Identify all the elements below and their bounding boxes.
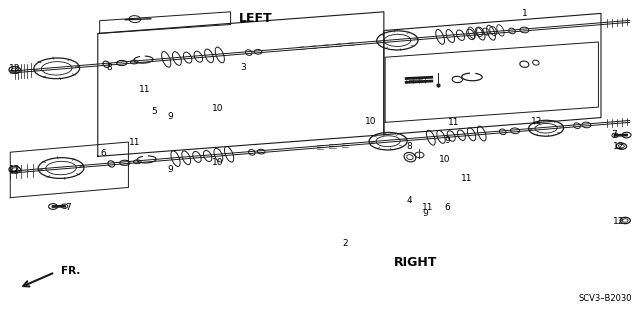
Text: 10: 10 (212, 104, 223, 113)
Text: 5: 5 (151, 108, 157, 116)
Text: RIGHT: RIGHT (394, 256, 438, 269)
Text: 10: 10 (439, 155, 451, 164)
Text: 11: 11 (449, 118, 460, 128)
Text: 1: 1 (522, 9, 527, 18)
Text: 12: 12 (9, 64, 20, 73)
Text: 9: 9 (167, 112, 173, 121)
Text: 11: 11 (422, 203, 433, 212)
Text: 12: 12 (531, 117, 543, 126)
Text: 9: 9 (422, 209, 428, 218)
Text: 3: 3 (241, 63, 246, 72)
Text: 8: 8 (406, 142, 412, 151)
Text: 11: 11 (129, 137, 141, 146)
Text: 12: 12 (9, 165, 20, 174)
Text: 6: 6 (445, 203, 451, 211)
Text: 7: 7 (65, 203, 70, 211)
Text: 2: 2 (343, 239, 348, 248)
Text: 11: 11 (461, 174, 472, 183)
Text: 12: 12 (613, 217, 625, 226)
Text: 8: 8 (106, 63, 112, 72)
Text: 10: 10 (212, 158, 223, 167)
Text: 6: 6 (100, 149, 106, 158)
Text: SCV3–B2030: SCV3–B2030 (578, 294, 632, 303)
Text: 11: 11 (139, 85, 150, 94)
Text: 12: 12 (613, 142, 625, 151)
Text: 9: 9 (445, 136, 451, 145)
Text: 10: 10 (365, 117, 377, 126)
Text: LEFT: LEFT (239, 12, 273, 25)
Text: FR.: FR. (61, 266, 81, 276)
Text: 9: 9 (167, 165, 173, 174)
Text: 7: 7 (611, 130, 616, 138)
Text: 4: 4 (406, 196, 412, 205)
